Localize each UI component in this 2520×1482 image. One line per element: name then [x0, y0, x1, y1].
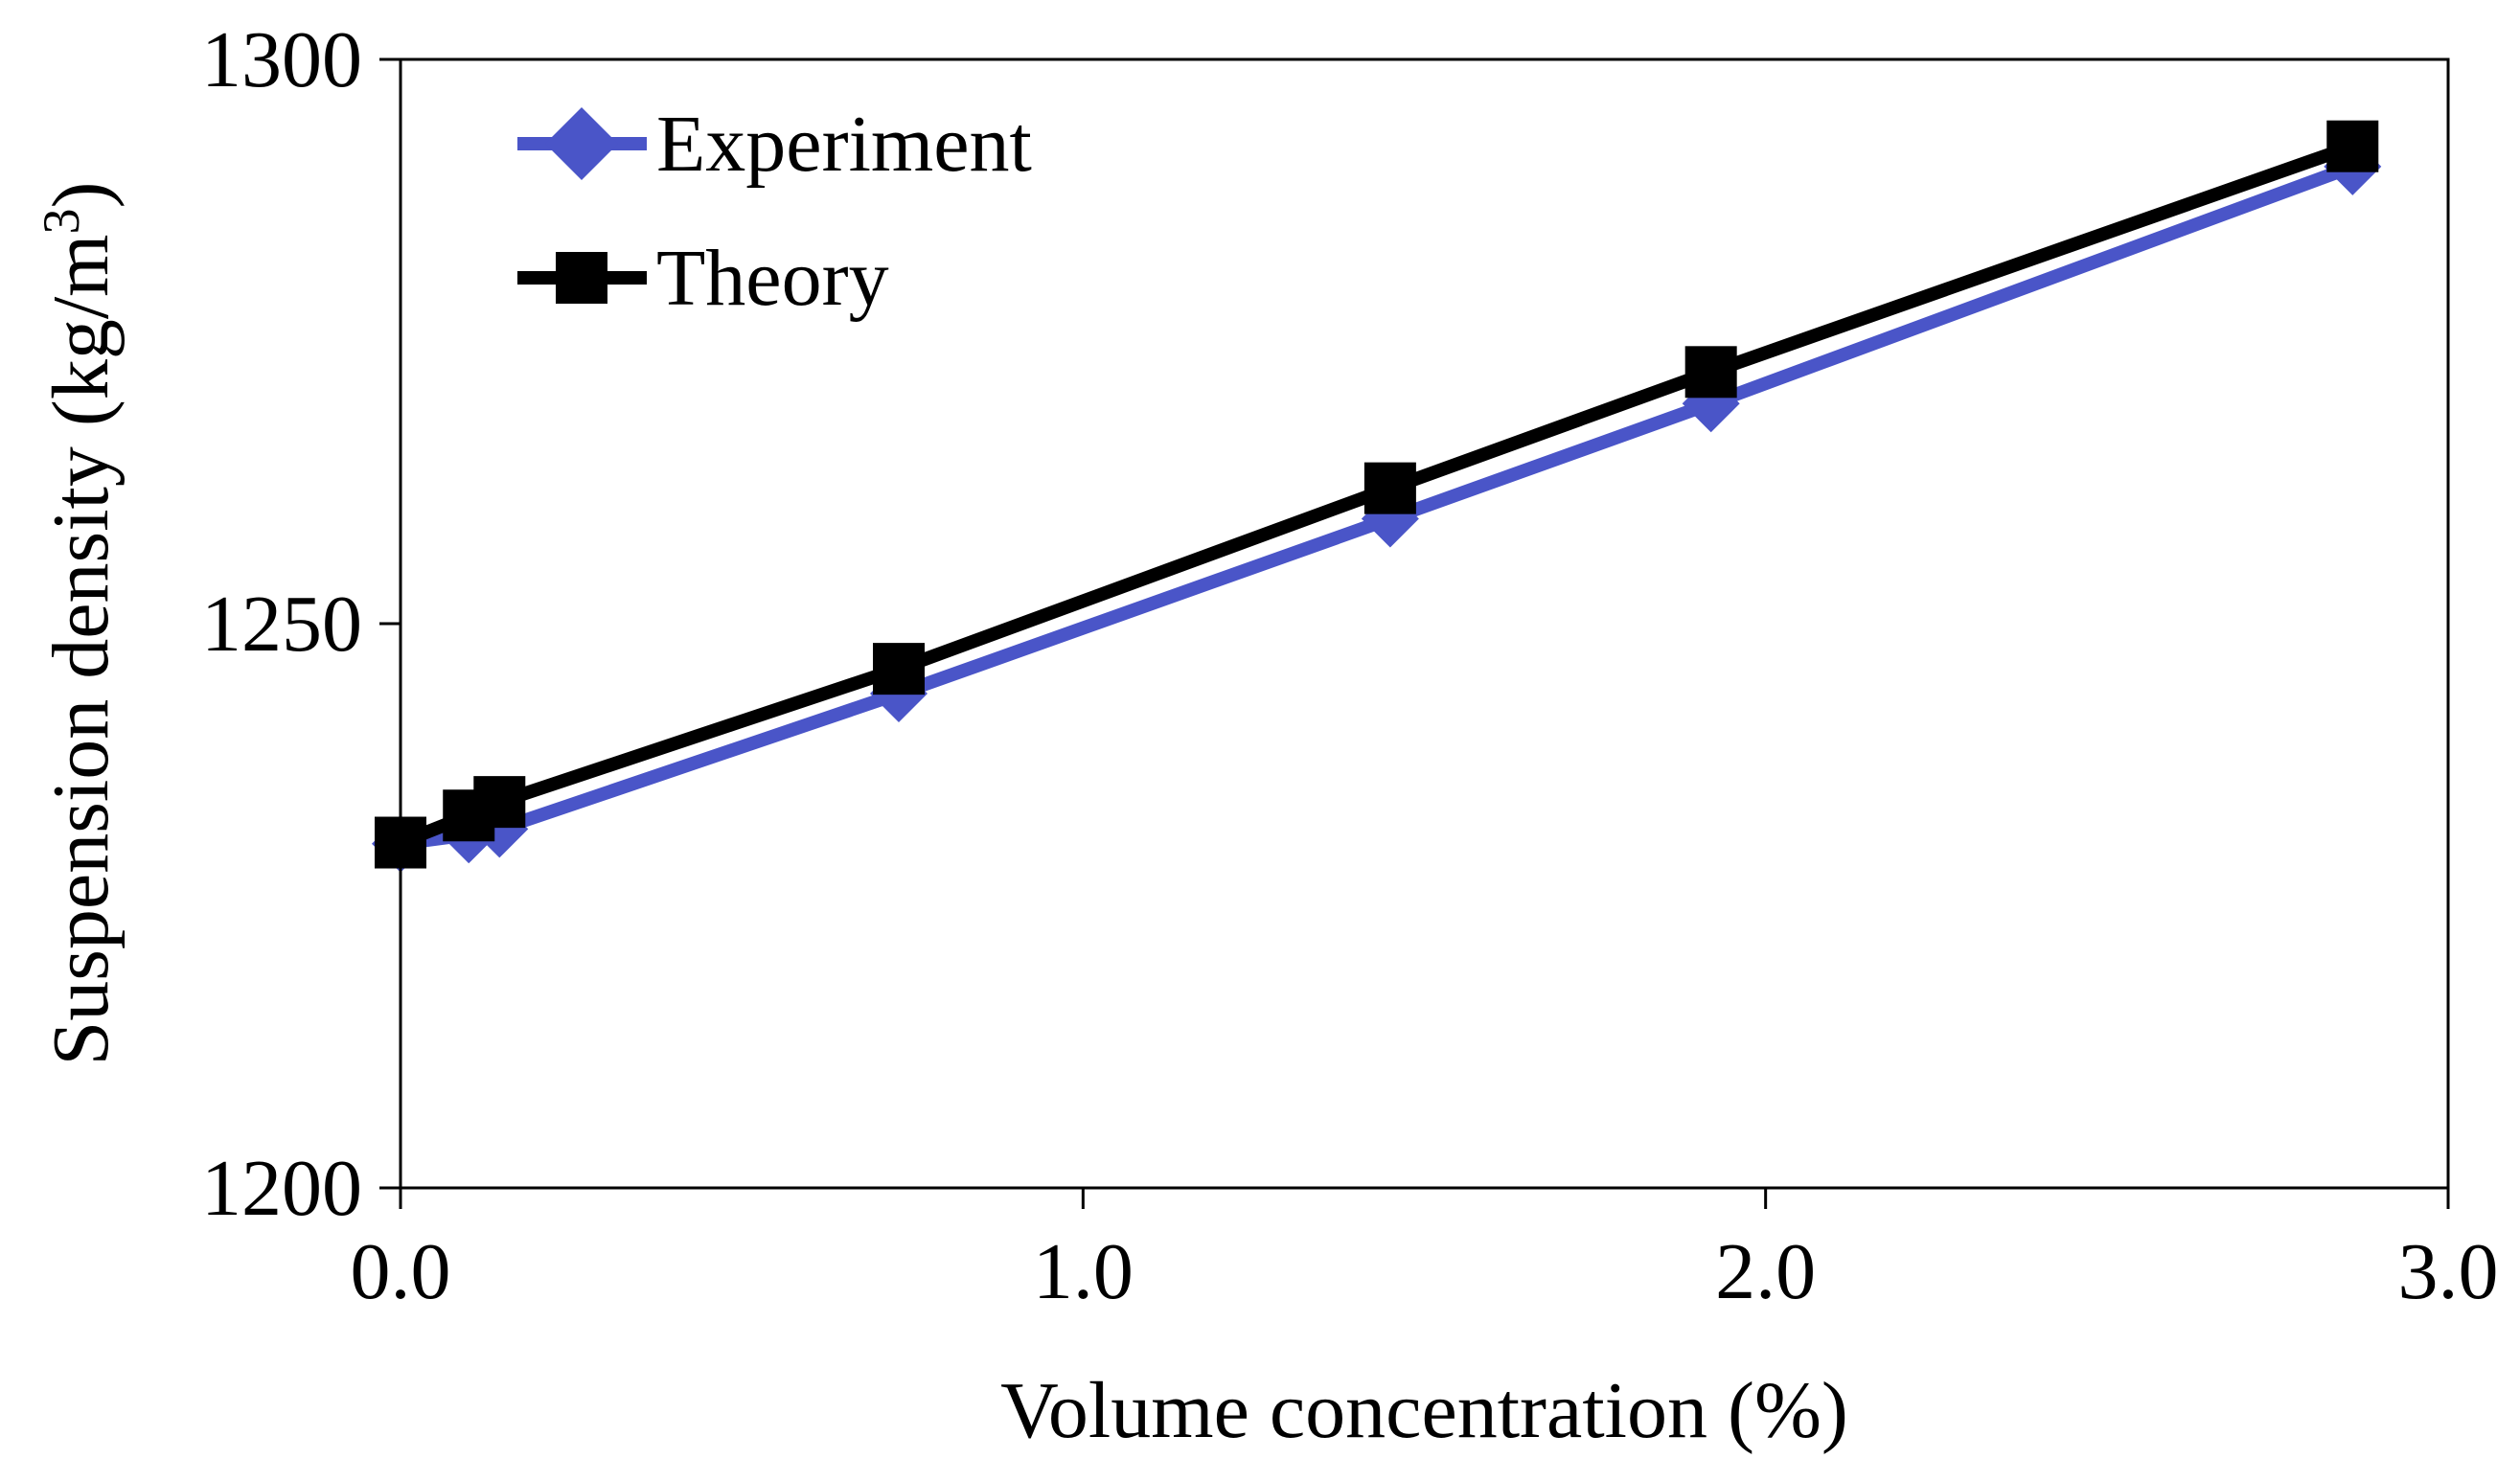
- theory-point: [1684, 346, 1737, 399]
- x-axis-title: Volume concentration (%): [1000, 1366, 1848, 1455]
- theory-point: [873, 643, 926, 695]
- legend-item-theory: Theory: [517, 234, 889, 323]
- y-tick-label: 1250: [201, 580, 362, 669]
- y-tick-label: 1300: [201, 15, 362, 104]
- legend-marker-experiment: [545, 107, 618, 180]
- x-tick-label: 1.0: [1033, 1227, 1134, 1316]
- x-tick-label: 3.0: [2398, 1227, 2499, 1316]
- theory-point: [473, 776, 526, 829]
- x-tick-label: 0.0: [351, 1227, 451, 1316]
- legend-item-experiment: Experiment: [517, 100, 1032, 189]
- series-layer: [372, 120, 2382, 873]
- experiment-point: [1361, 490, 1419, 548]
- y-axis-title-superscript: 3: [33, 208, 90, 234]
- legend-marker-theory: [556, 252, 607, 304]
- y-axis-title: Suspension density (kg/m3): [33, 182, 126, 1066]
- x-axis-ticks: 0.0 1.0 2.0 3.0: [351, 1188, 2499, 1316]
- x-tick-label: 2.0: [1715, 1227, 1816, 1316]
- theory-point: [1363, 462, 1416, 514]
- legend-label-theory: Theory: [656, 234, 889, 323]
- y-tick-label: 1200: [201, 1144, 362, 1233]
- y-axis-ticks: 1200 1250 1300: [201, 15, 401, 1233]
- y-axis-title-close: ): [36, 182, 126, 209]
- y-axis-title-main: Suspension density (kg/m: [36, 234, 126, 1065]
- theory-point: [2326, 120, 2379, 172]
- legend-label-experiment: Experiment: [656, 100, 1032, 189]
- legend: Experiment Theory: [517, 100, 1032, 323]
